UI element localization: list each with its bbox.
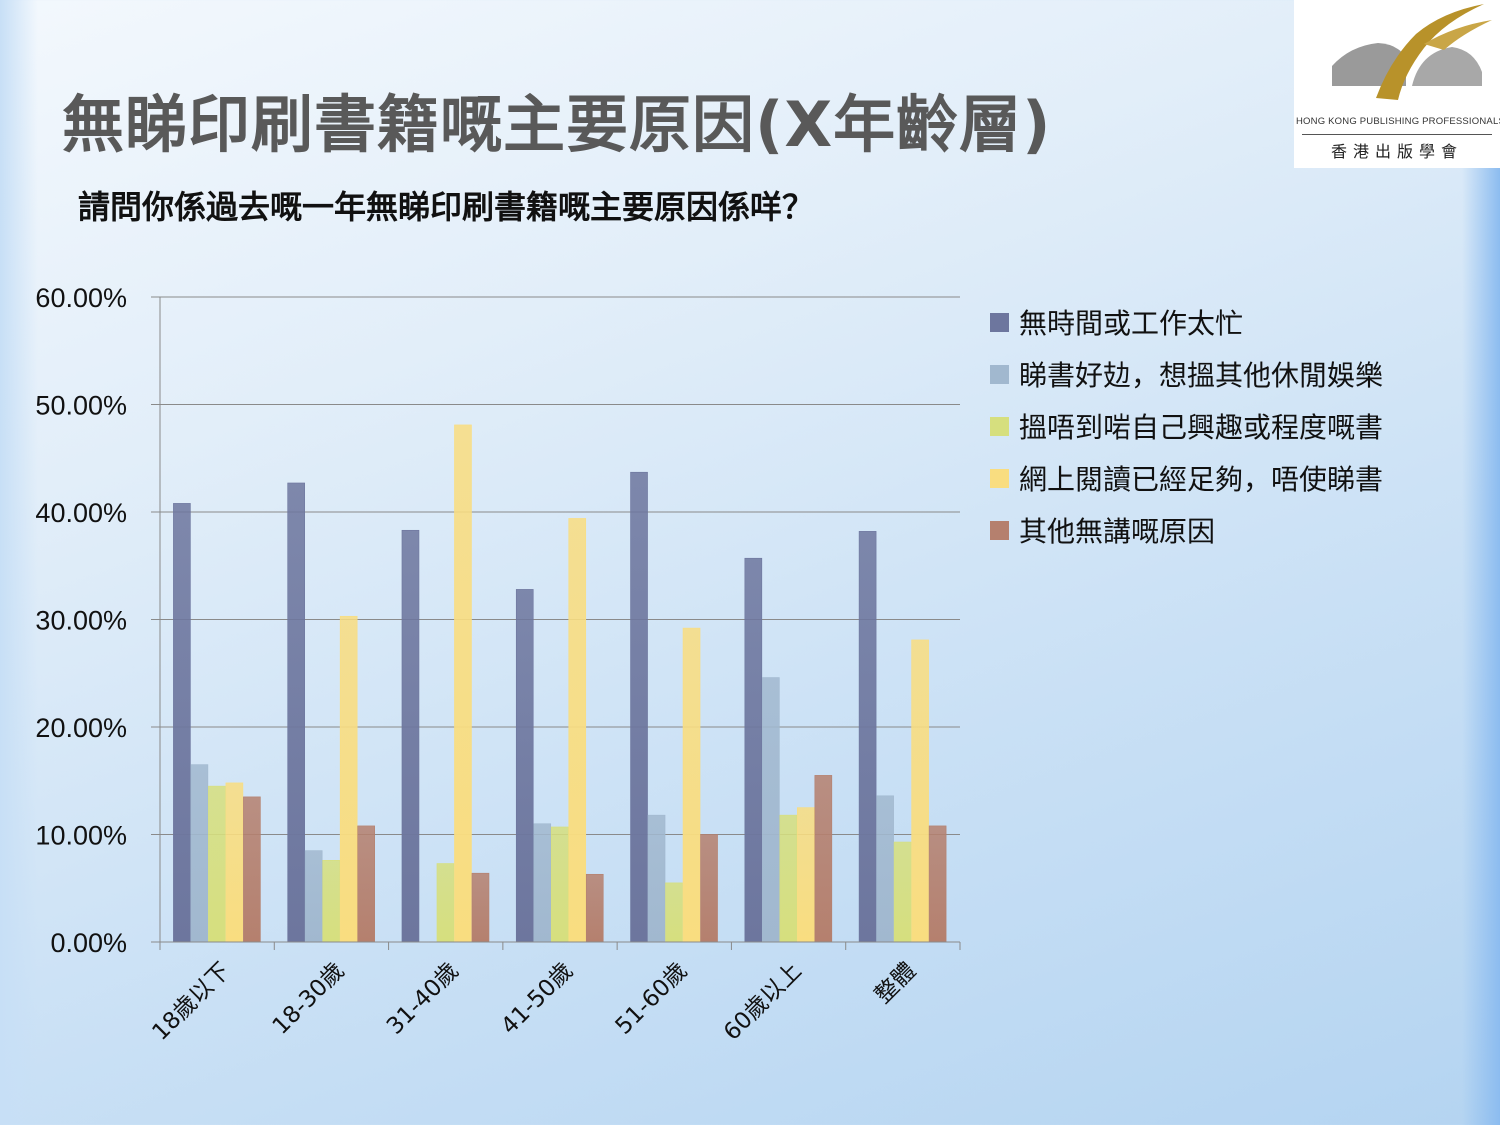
bar — [858, 531, 877, 943]
bar — [911, 639, 929, 943]
y-tick-label: 0.00% — [50, 928, 127, 958]
chart-legend: 無時間或工作太忙睇書好攰，想搵其他休閒娛樂 搵唔到啱自己興趣或程度嘅書 網上閱讀已經… — [990, 296, 1383, 556]
bar — [779, 814, 798, 943]
bar — [339, 615, 358, 943]
logo-name-zh: 香港出版學會 — [1330, 142, 1463, 161]
legend-swatch — [990, 520, 1009, 540]
legend-swatch — [990, 312, 1009, 332]
legend-item: 網上閱讀已經足夠，唔使睇書 — [990, 452, 1383, 504]
x-tick-label: 18歲以下 — [148, 958, 236, 1046]
chart-bars — [173, 424, 947, 943]
legend-label: 網上閱讀已經足夠，唔使睇書 — [1019, 463, 1384, 496]
bar — [797, 807, 815, 943]
bar — [287, 482, 305, 943]
y-tick-label: 40.00% — [35, 498, 127, 528]
bar — [585, 873, 604, 943]
y-axis-tick-labels: 0.00% 10.00% 20.00% 30.00% 40.00% 50.00% 60.00… — [35, 283, 127, 958]
logo-emblem-icon — [1332, 4, 1492, 100]
x-tick-label: 41-50歲 — [496, 958, 578, 1040]
legend-item: 睇書好攰，想搵其他休閒娛樂 — [990, 348, 1383, 400]
bar — [876, 795, 894, 943]
x-tick-label: 18-30歲 — [268, 958, 350, 1040]
x-axis-tick-labels: 18歲以下 18-30歲 31-40歲 41-50歲 51-60歲 60歲以上 整體 — [148, 958, 922, 1046]
legend-label: 搵唔到啱自己興趣或程度嘅書 — [1019, 411, 1384, 444]
legend-label: 無時間或工作太忙 — [1019, 307, 1244, 340]
legend-swatch — [990, 468, 1009, 488]
bar — [665, 882, 683, 943]
x-tick-label: 60歲以上 — [719, 958, 807, 1046]
bar — [700, 834, 718, 943]
bar — [471, 872, 490, 943]
y-tick-label: 30.00% — [35, 606, 127, 636]
y-tick-label: 60.00% — [35, 283, 127, 313]
y-tick-label: 50.00% — [35, 391, 127, 421]
bar — [814, 775, 833, 943]
bar — [190, 764, 209, 943]
bar — [893, 841, 912, 943]
slide-edge-left — [0, 0, 38, 1125]
bar — [744, 557, 763, 943]
x-tick-label: 51-60歲 — [611, 958, 693, 1040]
bar — [630, 471, 648, 943]
bar — [762, 677, 780, 943]
bar — [533, 823, 552, 943]
y-tick-label: 10.00% — [35, 821, 127, 851]
slide-edge-right — [1462, 0, 1500, 1125]
bar — [304, 850, 323, 943]
y-tick-label: 20.00% — [35, 713, 127, 743]
bar — [515, 589, 534, 943]
legend-label: 睇書好攰，想搵其他休閒娛樂 — [1019, 359, 1384, 392]
legend-item: 其他無講嘅原因 — [990, 504, 1383, 556]
bar — [568, 518, 587, 943]
x-tick-label: 31-40歲 — [382, 958, 464, 1040]
x-tick-label: 整體 — [870, 958, 921, 1009]
slide-subtitle: 請問你係過去嘅一年無睇印刷書籍嘅主要原因係咩？ — [78, 188, 815, 226]
bar — [550, 826, 569, 943]
bar — [928, 825, 947, 943]
bar — [243, 796, 261, 943]
legend-swatch — [990, 364, 1009, 384]
legend-label: 其他無講嘅原因 — [1019, 515, 1216, 548]
logo-divider — [1302, 134, 1492, 135]
chart-axes — [151, 296, 961, 950]
legend-item: 搵唔到啱自己興趣或程度嘅書 — [990, 400, 1383, 452]
chart-gridlines — [160, 296, 960, 835]
bar — [682, 627, 701, 943]
legend-swatch — [990, 416, 1009, 436]
slide-title: 無睇印刷書籍嘅主要原因(X年齡層) — [62, 88, 1052, 161]
legend-item: 無時間或工作太忙 — [990, 296, 1383, 348]
bar — [454, 424, 472, 943]
bar — [436, 863, 455, 943]
bar — [647, 814, 666, 943]
publisher-logo: HONG KONG PUBLISHING PROFESSIONALS SOCIE… — [1294, 0, 1500, 168]
bar — [173, 503, 191, 943]
bar — [401, 529, 420, 943]
logo-name-en: HONG KONG PUBLISHING PROFESSIONALS SOCIE… — [1296, 116, 1500, 127]
bar — [357, 825, 375, 943]
bar — [208, 785, 226, 943]
bar — [322, 859, 340, 943]
bar — [225, 782, 244, 943]
